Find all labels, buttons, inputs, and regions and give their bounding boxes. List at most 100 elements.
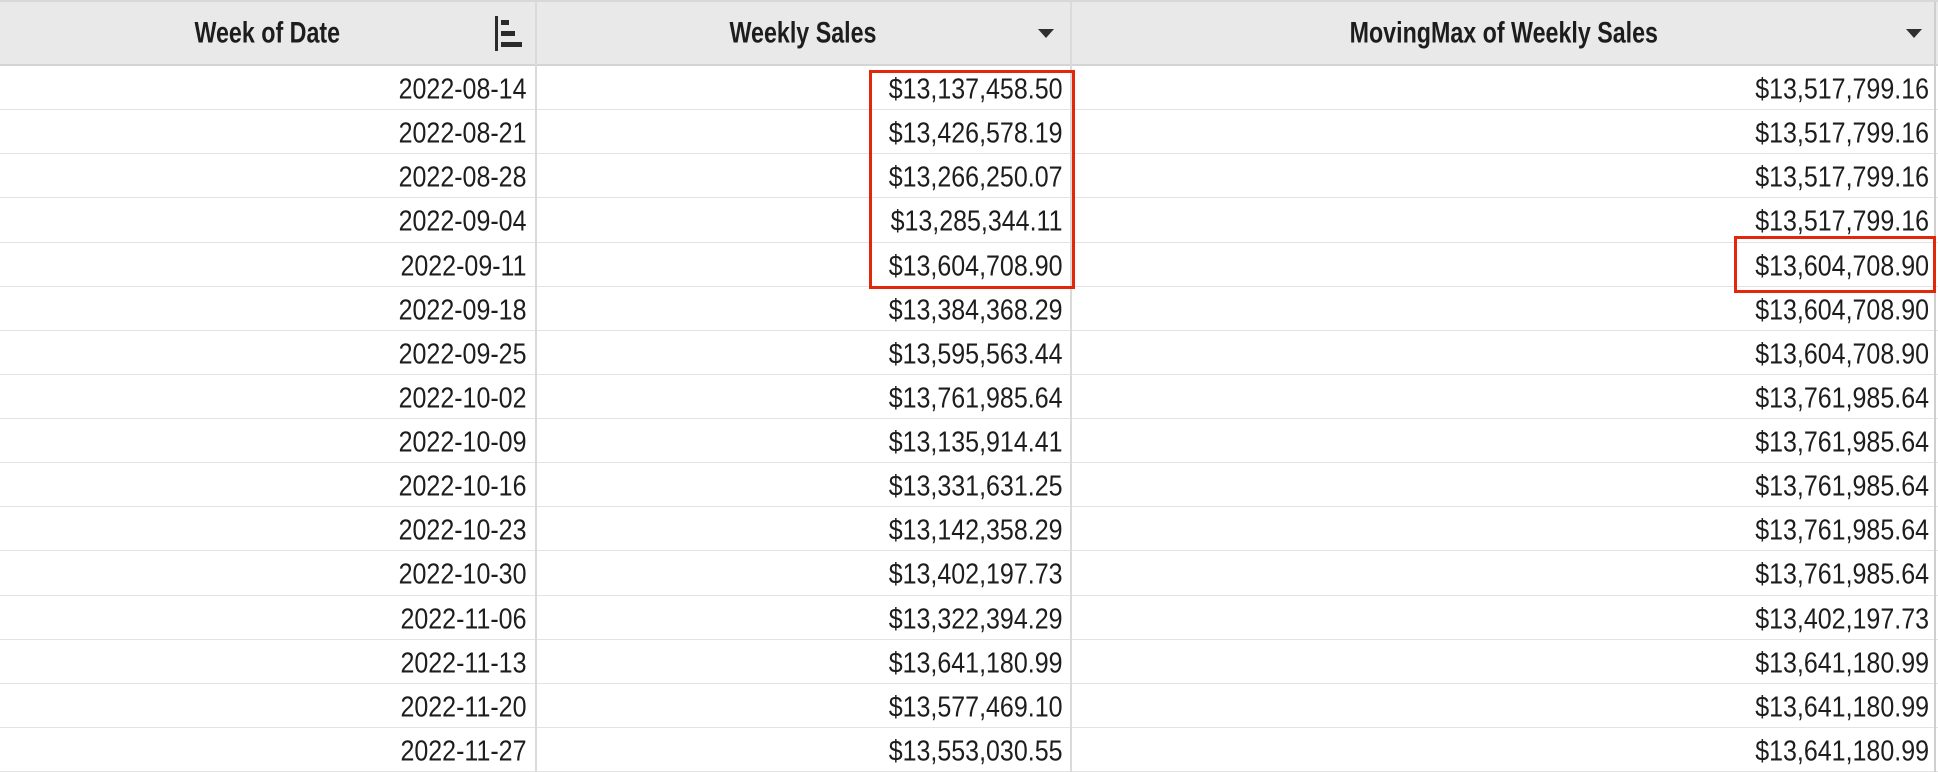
caret-down-icon[interactable] bbox=[1906, 28, 1922, 38]
cell-weekly-sales[interactable]: $13,285,344.11 bbox=[536, 198, 1071, 241]
cell-value: 2022-11-13 bbox=[400, 647, 527, 680]
cell-value: $13,604,708.90 bbox=[1755, 249, 1929, 283]
cell-week-of-date[interactable]: 2022-10-09 bbox=[0, 419, 536, 462]
cell-weekly-sales[interactable]: $13,426,578.19 bbox=[536, 110, 1071, 153]
cell-movingmax-of-weekly-sales[interactable]: $13,761,985.64 bbox=[1071, 551, 1938, 594]
table-body: 2022-08-14 $13,137,458.50 $13,517,799.16… bbox=[0, 66, 1938, 772]
table-header-row: Week of Date Weekly Sales MovingMax of W… bbox=[0, 0, 1938, 66]
cell-value: 2022-11-20 bbox=[400, 691, 527, 724]
cell-value: $13,553,030.55 bbox=[888, 735, 1063, 768]
cell-movingmax-of-weekly-sales[interactable]: $13,641,180.99 bbox=[1071, 640, 1938, 683]
cell-movingmax-of-weekly-sales[interactable]: $13,641,180.99 bbox=[1071, 684, 1938, 727]
table-row[interactable]: 2022-09-04 $13,285,344.11 $13,517,799.16 bbox=[0, 198, 1938, 243]
cell-value: $13,426,578.19 bbox=[888, 117, 1063, 150]
cell-week-of-date[interactable]: 2022-11-06 bbox=[0, 596, 536, 639]
cell-value: $13,604,708.90 bbox=[888, 249, 1063, 283]
cell-value: $13,641,180.99 bbox=[1755, 735, 1929, 768]
table-right-border bbox=[1933, 2, 1936, 772]
table-row[interactable]: 2022-09-18 $13,384,368.29 $13,604,708.90 bbox=[0, 286, 1938, 331]
cell-week-of-date[interactable]: 2022-08-28 bbox=[0, 154, 536, 197]
cell-weekly-sales[interactable]: $13,577,469.10 bbox=[536, 684, 1071, 727]
cell-weekly-sales[interactable]: $13,137,458.50 bbox=[536, 66, 1071, 109]
cell-week-of-date[interactable]: 2022-11-27 bbox=[0, 728, 536, 771]
cell-value: $13,761,985.64 bbox=[1755, 558, 1929, 591]
cell-weekly-sales[interactable]: $13,142,358.29 bbox=[536, 507, 1071, 550]
cell-weekly-sales[interactable]: $13,402,197.73 bbox=[536, 551, 1071, 594]
cell-weekly-sales[interactable]: $13,553,030.55 bbox=[536, 728, 1071, 771]
table-row[interactable]: 2022-09-11 $13,604,708.90 $13,604,708.90 bbox=[0, 242, 1938, 287]
cell-week-of-date[interactable]: 2022-09-04 bbox=[0, 198, 536, 241]
cell-value: 2022-10-23 bbox=[398, 514, 527, 547]
cell-week-of-date[interactable]: 2022-09-11 bbox=[0, 243, 536, 286]
table-row[interactable]: 2022-10-30 $13,402,197.73 $13,761,985.64 bbox=[0, 551, 1938, 596]
movingmax-highlight-box bbox=[1734, 235, 1936, 293]
cell-week-of-date[interactable]: 2022-10-16 bbox=[0, 463, 536, 506]
cell-movingmax-of-weekly-sales[interactable]: $13,604,708.90 bbox=[1071, 243, 1938, 286]
cell-value: 2022-08-28 bbox=[398, 161, 527, 194]
cell-week-of-date[interactable]: 2022-09-18 bbox=[0, 287, 536, 330]
table-row[interactable]: 2022-10-16 $13,331,631.25 $13,761,985.64 bbox=[0, 463, 1938, 508]
cell-movingmax-of-weekly-sales[interactable]: $13,517,799.16 bbox=[1071, 110, 1938, 153]
column-header-week-of-date[interactable]: Week of Date bbox=[0, 2, 536, 64]
table-row[interactable]: 2022-10-23 $13,142,358.29 $13,761,985.64 bbox=[0, 507, 1938, 552]
weekly-sales-highlight-box bbox=[869, 70, 1075, 289]
cell-weekly-sales[interactable]: $13,135,914.41 bbox=[536, 419, 1071, 462]
table-row[interactable]: 2022-11-06 $13,322,394.29 $13,402,197.73 bbox=[0, 595, 1938, 640]
cell-weekly-sales[interactable]: $13,595,563.44 bbox=[536, 331, 1071, 374]
table-row[interactable]: 2022-08-21 $13,426,578.19 $13,517,799.16 bbox=[0, 110, 1938, 155]
cell-movingmax-of-weekly-sales[interactable]: $13,604,708.90 bbox=[1071, 331, 1938, 374]
cell-value: $13,331,631.25 bbox=[888, 470, 1063, 503]
cell-week-of-date[interactable]: 2022-10-23 bbox=[0, 507, 536, 550]
table-row[interactable]: 2022-10-09 $13,135,914.41 $13,761,985.64 bbox=[0, 419, 1938, 464]
cell-weekly-sales[interactable]: $13,384,368.29 bbox=[536, 287, 1071, 330]
cell-movingmax-of-weekly-sales[interactable]: $13,761,985.64 bbox=[1071, 375, 1938, 418]
table-row[interactable]: 2022-11-27 $13,553,030.55 $13,641,180.99 bbox=[0, 727, 1938, 772]
cell-weekly-sales[interactable]: $13,266,250.07 bbox=[536, 154, 1071, 197]
cell-week-of-date[interactable]: 2022-09-25 bbox=[0, 331, 536, 374]
cell-value: $13,322,394.29 bbox=[888, 602, 1063, 636]
cell-week-of-date[interactable]: 2022-08-21 bbox=[0, 110, 536, 153]
cell-week-of-date[interactable]: 2022-11-13 bbox=[0, 640, 536, 683]
cell-week-of-date[interactable]: 2022-11-20 bbox=[0, 684, 536, 727]
cell-movingmax-of-weekly-sales[interactable]: $13,761,985.64 bbox=[1071, 463, 1938, 506]
cell-weekly-sales[interactable]: $13,761,985.64 bbox=[536, 375, 1071, 418]
cell-value: $13,402,197.73 bbox=[888, 558, 1063, 591]
cell-value: $13,402,197.73 bbox=[1755, 602, 1929, 636]
cell-value: $13,137,458.50 bbox=[888, 73, 1063, 106]
cell-weekly-sales[interactable]: $13,604,708.90 bbox=[536, 243, 1071, 286]
column-header-movingmax-of-weekly-sales[interactable]: MovingMax of Weekly Sales bbox=[1071, 2, 1938, 64]
cell-value: $13,761,985.64 bbox=[1755, 514, 1929, 547]
cell-value: 2022-09-18 bbox=[398, 294, 527, 327]
table-row[interactable]: 2022-08-14 $13,137,458.50 $13,517,799.16 bbox=[0, 66, 1938, 111]
cell-movingmax-of-weekly-sales[interactable]: $13,604,708.90 bbox=[1071, 287, 1938, 330]
caret-down-icon[interactable] bbox=[1037, 28, 1054, 38]
cell-movingmax-of-weekly-sales[interactable]: $13,641,180.99 bbox=[1071, 728, 1938, 771]
sort-ascending-icon[interactable] bbox=[494, 15, 523, 51]
cell-value: $13,604,708.90 bbox=[1755, 294, 1929, 327]
cell-week-of-date[interactable]: 2022-10-30 bbox=[0, 551, 536, 594]
cell-week-of-date[interactable]: 2022-08-14 bbox=[0, 66, 536, 109]
cell-value: 2022-11-06 bbox=[400, 602, 527, 636]
cell-value: 2022-10-30 bbox=[398, 558, 527, 591]
cell-movingmax-of-weekly-sales[interactable]: $13,402,197.73 bbox=[1071, 596, 1938, 639]
column-header-label: Week of Date bbox=[194, 15, 341, 50]
cell-value: $13,266,250.07 bbox=[888, 161, 1063, 194]
cell-value: 2022-08-21 bbox=[398, 117, 527, 150]
table-row[interactable]: 2022-08-28 $13,266,250.07 $13,517,799.16 bbox=[0, 154, 1938, 199]
cell-weekly-sales[interactable]: $13,322,394.29 bbox=[536, 596, 1071, 639]
cell-weekly-sales[interactable]: $13,331,631.25 bbox=[536, 463, 1071, 506]
table-row[interactable]: 2022-10-02 $13,761,985.64 $13,761,985.64 bbox=[0, 374, 1938, 419]
cell-movingmax-of-weekly-sales[interactable]: $13,517,799.16 bbox=[1071, 154, 1938, 197]
cell-movingmax-of-weekly-sales[interactable]: $13,517,799.16 bbox=[1071, 198, 1938, 241]
column-header-weekly-sales[interactable]: Weekly Sales bbox=[536, 2, 1071, 64]
cell-week-of-date[interactable]: 2022-10-02 bbox=[0, 375, 536, 418]
cell-movingmax-of-weekly-sales[interactable]: $13,761,985.64 bbox=[1071, 507, 1938, 550]
cell-movingmax-of-weekly-sales[interactable]: $13,517,799.16 bbox=[1071, 66, 1938, 109]
cell-value: 2022-11-27 bbox=[400, 735, 527, 768]
table-row[interactable]: 2022-11-20 $13,577,469.10 $13,641,180.99 bbox=[0, 683, 1938, 728]
cell-weekly-sales[interactable]: $13,641,180.99 bbox=[536, 640, 1071, 683]
table-row[interactable]: 2022-09-25 $13,595,563.44 $13,604,708.90 bbox=[0, 330, 1938, 375]
cell-value: 2022-08-14 bbox=[398, 73, 527, 106]
table-row[interactable]: 2022-11-13 $13,641,180.99 $13,641,180.99 bbox=[0, 639, 1938, 684]
cell-movingmax-of-weekly-sales[interactable]: $13,761,985.64 bbox=[1071, 419, 1938, 462]
